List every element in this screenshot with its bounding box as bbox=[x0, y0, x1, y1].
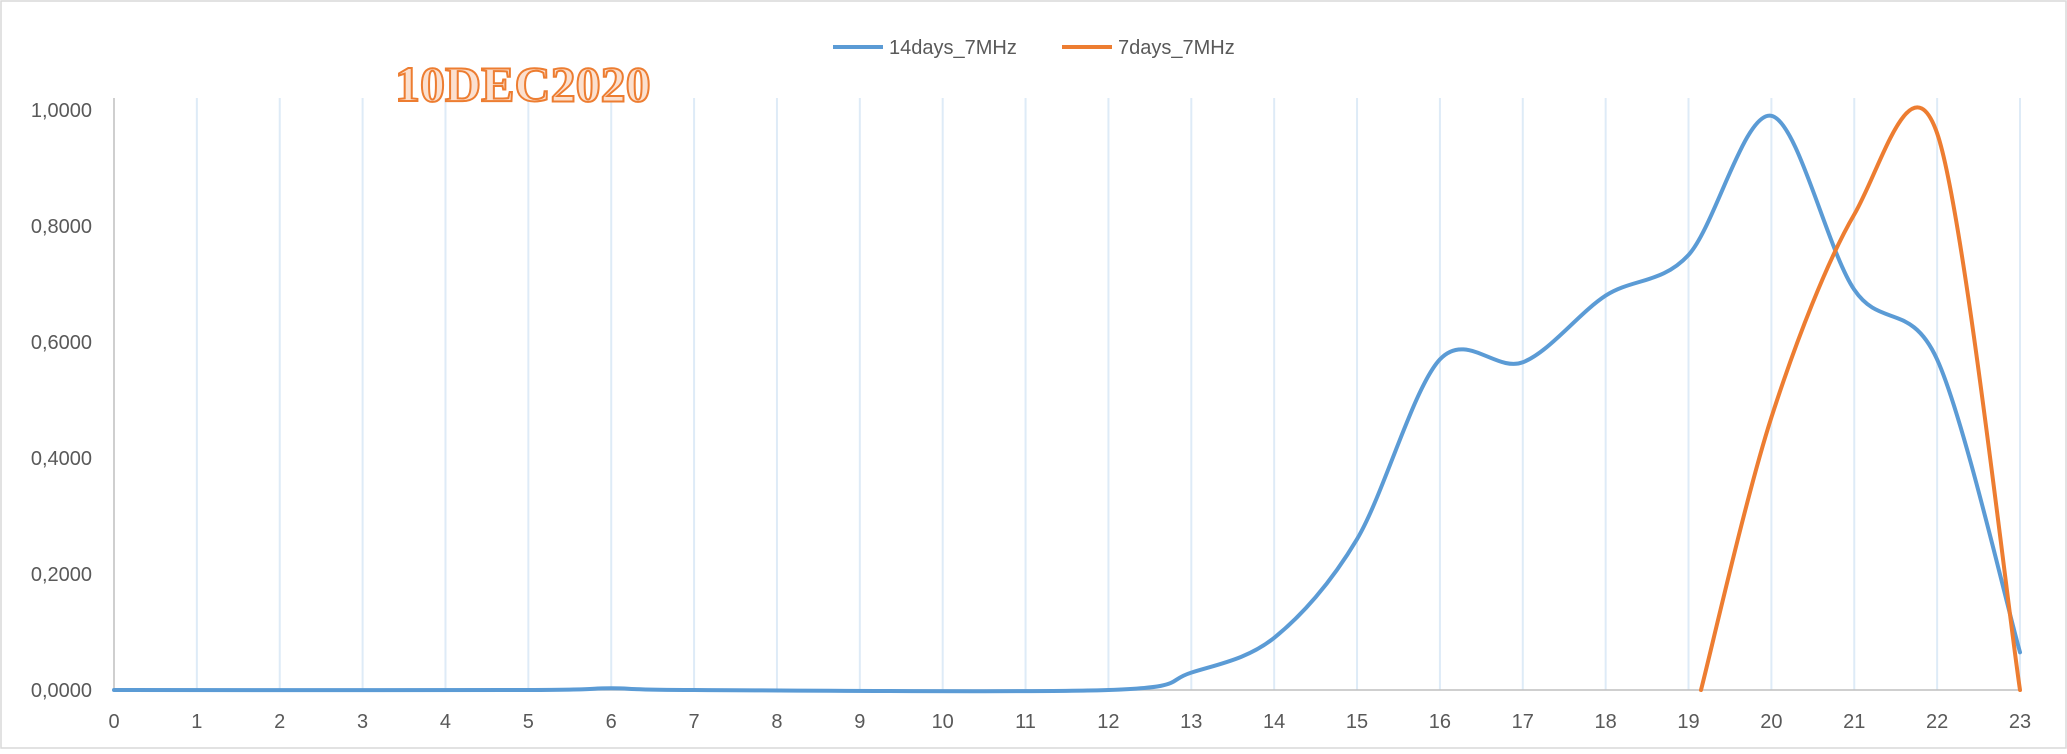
legend-label-2: 7days_7MHz bbox=[1118, 37, 1235, 59]
x-tick-label: 9 bbox=[854, 711, 865, 733]
x-tick-label: 5 bbox=[523, 711, 534, 733]
x-tick-label: 16 bbox=[1429, 711, 1451, 733]
x-tick-label: 4 bbox=[440, 711, 451, 733]
y-tick-label: 0,6000 bbox=[31, 332, 92, 354]
series-line-2 bbox=[1699, 105, 2022, 692]
x-tick-label: 21 bbox=[1843, 711, 1865, 733]
x-tick-label: 12 bbox=[1097, 711, 1119, 733]
x-tick-label: 20 bbox=[1760, 711, 1782, 733]
x-tick-label: 10 bbox=[932, 711, 954, 733]
x-tick-label: 6 bbox=[606, 711, 617, 733]
y-tick-label: 0,8000 bbox=[31, 216, 92, 238]
x-tick-label: 1 bbox=[191, 711, 202, 733]
y-tick-label: 0,0000 bbox=[31, 680, 92, 702]
legend-label-1: 14days_7MHz bbox=[889, 37, 1017, 59]
x-tick-label: 7 bbox=[689, 711, 700, 733]
series-lines bbox=[112, 105, 2022, 694]
legend: 14days_7MHz 7days_7MHz bbox=[833, 37, 1235, 59]
gridlines bbox=[195, 98, 2021, 690]
x-tick-label: 8 bbox=[771, 711, 782, 733]
y-tick-label: 0,4000 bbox=[31, 448, 92, 470]
series-line-1 bbox=[112, 113, 2022, 694]
x-tick-label: 15 bbox=[1346, 711, 1368, 733]
y-tick-label: 0,2000 bbox=[31, 564, 92, 586]
x-tick-label: 18 bbox=[1595, 711, 1617, 733]
chart-annotation: 10DEC2020 bbox=[395, 56, 651, 112]
x-tick-label: 19 bbox=[1677, 711, 1699, 733]
x-tick-label: 13 bbox=[1180, 711, 1202, 733]
x-tick-label: 14 bbox=[1263, 711, 1285, 733]
x-tick-label: 2 bbox=[274, 711, 285, 733]
x-tick-label: 11 bbox=[1015, 711, 1036, 733]
x-tick-label: 3 bbox=[357, 711, 368, 733]
x-tick-label: 0 bbox=[108, 711, 119, 733]
x-tick-label: 17 bbox=[1512, 711, 1534, 733]
x-tick-label: 23 bbox=[2009, 711, 2031, 733]
x-tick-label: 22 bbox=[1926, 711, 1948, 733]
y-tick-label: 1,0000 bbox=[31, 100, 92, 122]
